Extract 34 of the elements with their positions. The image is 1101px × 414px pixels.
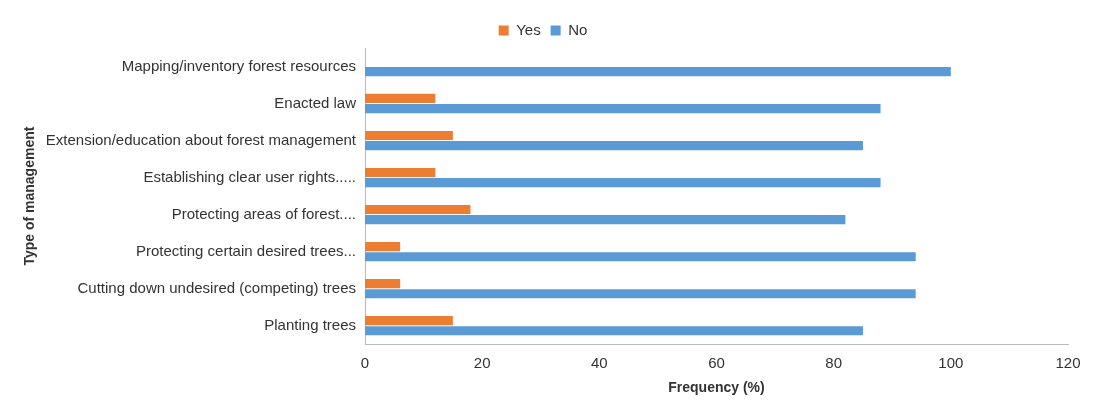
x-tick-label: 80 bbox=[825, 354, 843, 372]
y-tick-label: Establishing clear user rights..... bbox=[143, 167, 356, 185]
bar bbox=[365, 215, 846, 225]
bar bbox=[365, 326, 863, 336]
bar bbox=[365, 104, 881, 114]
bar bbox=[365, 93, 436, 104]
bar bbox=[365, 316, 453, 326]
x-axis-title: Frequency (%) bbox=[668, 379, 765, 396]
x-tick-label: 20 bbox=[473, 354, 491, 372]
bar bbox=[365, 167, 436, 178]
x-tick-label: 60 bbox=[708, 354, 725, 372]
x-tick-label: 0 bbox=[360, 354, 370, 372]
y-tick-label: Cutting down undesired (competing) trees bbox=[77, 278, 356, 296]
bar bbox=[365, 141, 863, 151]
bar bbox=[365, 130, 453, 141]
y-tick-label: Protecting areas of forest.... bbox=[171, 204, 356, 222]
legend-label: Yes bbox=[516, 20, 541, 38]
bar bbox=[365, 278, 401, 289]
y-tick-label: Mapping/inventory forest resources bbox=[121, 56, 356, 74]
bar bbox=[365, 67, 951, 77]
bar bbox=[365, 252, 916, 262]
bar bbox=[365, 241, 401, 252]
x-tick-label: 120 bbox=[1055, 354, 1081, 372]
y-tick-label: Protecting certain desired trees... bbox=[135, 241, 356, 259]
y-tick-label: Extension/education about forest management bbox=[45, 130, 357, 148]
bar bbox=[365, 204, 471, 215]
y-tick-label: Planting trees bbox=[264, 315, 356, 333]
y-tick-label: Enacted law bbox=[274, 93, 357, 111]
x-tick-label: 100 bbox=[938, 354, 964, 372]
legend-label: No bbox=[568, 20, 588, 38]
y-axis-title: Type of management bbox=[21, 126, 38, 266]
bar bbox=[365, 289, 916, 299]
x-tick-label: 40 bbox=[590, 354, 608, 372]
bar bbox=[365, 178, 881, 188]
